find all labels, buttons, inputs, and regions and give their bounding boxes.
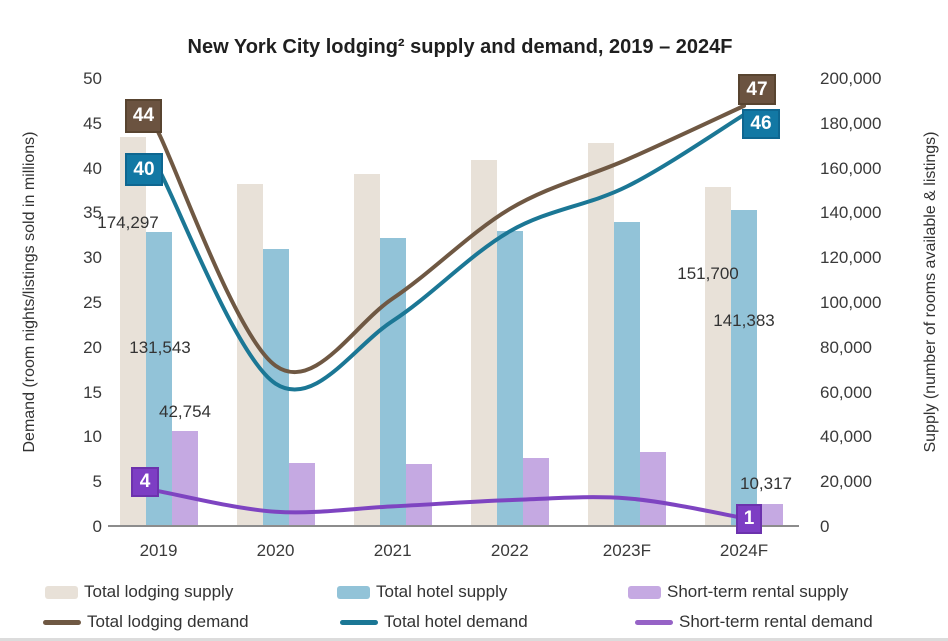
x-axis-tick-label: 2023F — [602, 541, 651, 560]
data-label: 10,317 — [740, 474, 792, 493]
legend-bar-swatch — [337, 585, 370, 599]
callout-label: 44 — [125, 99, 162, 133]
legend-item: Total hotel demand — [340, 612, 528, 632]
legend-label: Total hotel supply — [376, 582, 508, 601]
bar-total-lodging-supply — [587, 142, 614, 527]
legend-item: Short-term rental supply — [628, 582, 848, 602]
bar-short-term-rental-supply — [757, 503, 783, 527]
left-axis-tick-label: 5 — [92, 472, 102, 492]
right-axis-tick-label: 200,000 — [820, 69, 882, 88]
left-axis-tick-label: 10 — [83, 427, 102, 447]
right-axis-title: Supply (number of rooms available & list… — [922, 131, 939, 453]
bar-total-hotel-supply — [262, 249, 289, 527]
right-axis-tick-label: 100,000 — [820, 293, 882, 312]
left-axis-tick-label: 0 — [92, 517, 102, 536]
data-label: 151,700 — [677, 264, 739, 283]
bar-total-hotel-supply — [613, 222, 640, 527]
bar-total-lodging-supply — [705, 187, 731, 527]
legend-item: Total lodging demand — [43, 612, 249, 632]
bar-total-hotel-supply — [496, 231, 523, 527]
right-axis-tick-label: 0 — [820, 517, 830, 536]
bar-short-term-rental-supply — [171, 431, 198, 527]
right-axis-tick-label: 180,000 — [820, 113, 882, 133]
left-axis-tick-label: 25 — [83, 293, 102, 312]
left-axis-tick-label: 40 — [83, 158, 102, 178]
callout-label: 1 — [736, 504, 762, 534]
bar-total-hotel-supply — [379, 238, 406, 527]
left-axis-tick-label: 35 — [83, 203, 102, 223]
x-axis-tick-label: 2019 — [139, 541, 178, 560]
right-axis-tick-label: 40,000 — [820, 427, 872, 447]
legend-label: Short-term rental supply — [667, 582, 849, 601]
bar-total-lodging-supply — [236, 184, 263, 527]
left-axis-tick-label: 50 — [83, 69, 102, 88]
bar-short-term-rental-supply — [288, 463, 315, 527]
callout-label: 4 — [131, 467, 159, 497]
right-axis-tick-label: 140,000 — [820, 203, 882, 223]
bottom-divider — [0, 638, 948, 641]
legend-bar-swatch — [628, 585, 661, 599]
legend-line-swatch — [340, 619, 378, 625]
legend-item: Total lodging supply — [45, 582, 233, 602]
legend-bar-swatch — [45, 585, 78, 599]
right-axis-tick-label: 160,000 — [820, 158, 882, 178]
legend-label: Total lodging demand — [87, 612, 249, 631]
left-axis-tick-label: 20 — [83, 337, 102, 357]
legend-label: Short-term rental demand — [679, 612, 873, 631]
left-axis-tick-label: 15 — [83, 382, 102, 402]
bar-total-lodging-supply — [119, 136, 146, 527]
x-axis-tick-label: 2024F — [719, 541, 769, 560]
data-label: 141,383 — [713, 311, 775, 330]
bar-short-term-rental-supply — [639, 451, 666, 527]
x-axis-line — [108, 525, 799, 527]
callout-label: 46 — [742, 109, 780, 139]
data-label: 131,543 — [129, 338, 191, 357]
right-axis-tick-label: 120,000 — [820, 248, 882, 268]
x-axis-tick-label: 2022 — [490, 541, 529, 560]
left-axis-tick-label: 30 — [83, 248, 102, 268]
x-axis-tick-label: 2021 — [373, 541, 412, 560]
bar-short-term-rental-supply — [522, 457, 549, 527]
chart-title: New York City lodging² supply and demand… — [187, 36, 733, 58]
right-axis-tick-label: 80,000 — [820, 337, 872, 357]
legend-line-swatch — [43, 619, 81, 625]
right-axis-tick-label: 60,000 — [820, 382, 872, 402]
callout-label: 40 — [125, 153, 163, 186]
right-axis-tick-label: 20,000 — [820, 472, 872, 492]
x-axis-tick-label: 2020 — [256, 541, 295, 560]
data-label: 42,754 — [159, 402, 211, 421]
bar-total-lodging-supply — [470, 159, 497, 527]
legend-label: Total hotel demand — [384, 612, 528, 631]
bar-total-lodging-supply — [353, 174, 380, 527]
left-axis-title: Demand (room nights/listings sold in mil… — [21, 131, 38, 453]
legend-item: Total hotel supply — [337, 582, 507, 602]
legend-label: Total lodging supply — [84, 582, 234, 601]
left-axis-tick-label: 45 — [83, 113, 102, 133]
callout-label: 47 — [738, 74, 776, 105]
data-label: 174,297 — [97, 213, 159, 232]
bar-short-term-rental-supply — [405, 464, 432, 527]
legend-line-swatch — [635, 619, 673, 625]
legend-item: Short-term rental demand — [635, 612, 873, 632]
